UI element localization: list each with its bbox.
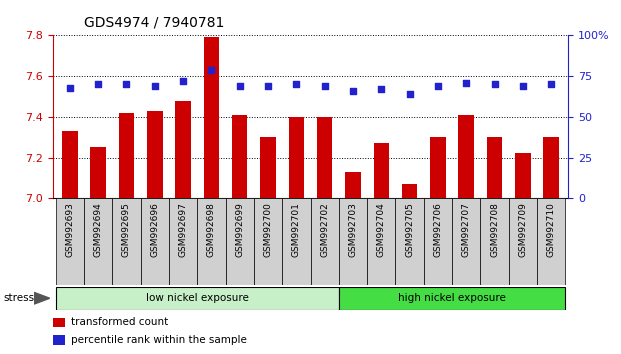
Bar	[232, 115, 248, 198]
Bar	[367, 198, 396, 285]
Text: GSM992704: GSM992704	[377, 202, 386, 257]
Point	[489, 81, 499, 87]
Bar	[487, 137, 502, 198]
Text: GSM992698: GSM992698	[207, 202, 216, 257]
Bar	[84, 198, 112, 285]
Bar	[424, 198, 452, 285]
Text: high nickel exposure: high nickel exposure	[398, 293, 506, 303]
Point	[320, 83, 330, 89]
Bar	[225, 198, 254, 285]
Bar	[452, 198, 481, 285]
Text: GSM992697: GSM992697	[179, 202, 188, 257]
Bar	[53, 318, 65, 327]
Bar	[402, 184, 417, 198]
Point	[546, 81, 556, 87]
Text: GSM992706: GSM992706	[433, 202, 442, 257]
Text: GSM992699: GSM992699	[235, 202, 244, 257]
Text: GSM992705: GSM992705	[405, 202, 414, 257]
Point	[518, 83, 528, 89]
Bar	[112, 198, 140, 285]
Text: GSM992695: GSM992695	[122, 202, 131, 257]
Text: GSM992694: GSM992694	[94, 202, 102, 257]
Bar	[62, 131, 78, 198]
Bar	[345, 172, 361, 198]
Text: stress: stress	[3, 293, 34, 303]
Bar	[396, 198, 424, 285]
Point	[461, 80, 471, 85]
Text: GSM992709: GSM992709	[519, 202, 527, 257]
Bar	[260, 137, 276, 198]
Point	[348, 88, 358, 93]
Bar	[254, 198, 282, 285]
Point	[263, 83, 273, 89]
Bar	[373, 143, 389, 198]
Point	[65, 85, 75, 90]
Text: GSM992701: GSM992701	[292, 202, 301, 257]
Point	[122, 81, 132, 87]
Bar	[481, 198, 509, 285]
Bar	[204, 38, 219, 198]
Text: low nickel exposure: low nickel exposure	[146, 293, 248, 303]
Text: GDS4974 / 7940781: GDS4974 / 7940781	[84, 16, 224, 30]
Bar	[147, 111, 163, 198]
Bar	[289, 117, 304, 198]
Text: percentile rank within the sample: percentile rank within the sample	[71, 335, 247, 345]
Text: transformed count: transformed count	[71, 318, 169, 327]
Bar	[90, 147, 106, 198]
Bar	[53, 335, 65, 345]
Point	[235, 83, 245, 89]
Point	[150, 83, 160, 89]
Text: GSM992710: GSM992710	[546, 202, 556, 257]
Bar	[140, 198, 169, 285]
Bar	[175, 101, 191, 198]
Bar	[197, 198, 225, 285]
Point	[376, 86, 386, 92]
Bar	[339, 287, 565, 310]
Bar	[515, 154, 531, 198]
Text: GSM992700: GSM992700	[263, 202, 273, 257]
Bar	[537, 198, 565, 285]
Bar	[56, 198, 84, 285]
Point	[93, 81, 103, 87]
Text: GSM992693: GSM992693	[65, 202, 75, 257]
Point	[206, 67, 216, 73]
Text: GSM992702: GSM992702	[320, 202, 329, 257]
Text: GSM992696: GSM992696	[150, 202, 159, 257]
Bar	[310, 198, 339, 285]
Point	[291, 81, 301, 87]
Bar	[56, 287, 339, 310]
Point	[433, 83, 443, 89]
Bar	[543, 137, 559, 198]
Bar	[458, 115, 474, 198]
Text: GSM992708: GSM992708	[490, 202, 499, 257]
Point	[178, 78, 188, 84]
Text: GSM992703: GSM992703	[348, 202, 358, 257]
Point	[405, 91, 415, 97]
Bar	[317, 117, 332, 198]
Bar	[430, 137, 446, 198]
Bar	[339, 198, 367, 285]
Polygon shape	[34, 292, 50, 304]
Bar	[119, 113, 134, 198]
Bar	[169, 198, 197, 285]
Bar	[509, 198, 537, 285]
Bar	[282, 198, 310, 285]
Text: GSM992707: GSM992707	[462, 202, 471, 257]
